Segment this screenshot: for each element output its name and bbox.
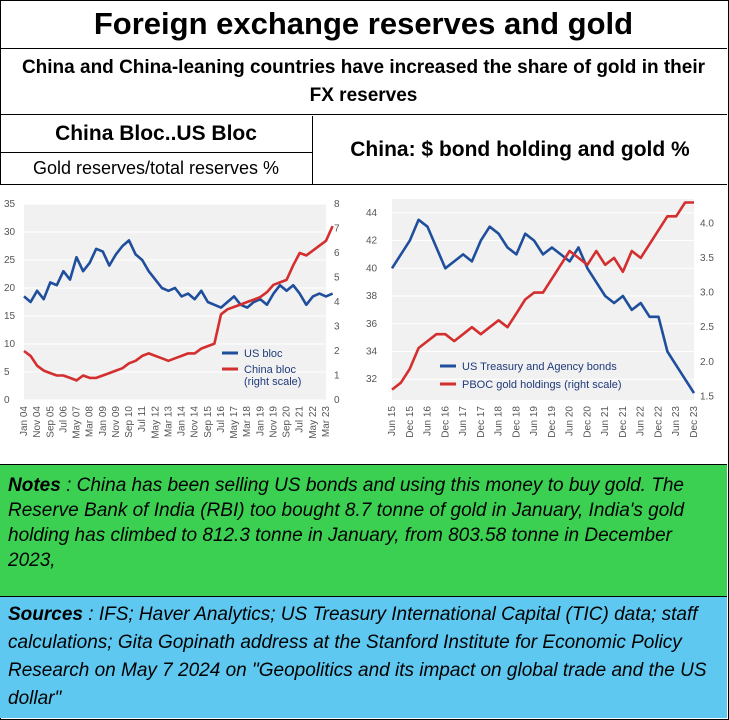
x-tick-label: Jun 22 [636,406,647,436]
x-tick-label: Jun 21 [600,406,611,436]
left-tick-label: 40 [366,263,378,274]
bloc-gold-share-chart: 0 5 10 15 20 25 30 35 0 1 2 3 4 5 6 7 8 Jan 04 Nov 04 Sep 0… [0,185,360,464]
left-tick-label: 38 [366,291,378,302]
x-tick-label: Jan 04 [19,406,30,436]
x-tick-label: Dec 17 [476,406,487,438]
x-tick-label: May 17 [229,406,240,439]
right-tick-label: 1 [334,371,340,382]
x-tick-label: Dec 15 [405,406,416,438]
legend-label: PBOC gold holdings (right scale) [462,379,622,391]
x-tick-label: Sep 15 [203,406,214,438]
left-chart-subtitle: Gold reserves/total reserves % [32,158,280,178]
x-tick-label: Dec 23 [689,406,700,438]
sources-label: Sources [8,604,83,625]
x-tick-label: Jan 14 [177,406,188,436]
x-tick-label: May 07 [72,406,83,439]
x-tick-label: Jan 09 [98,406,109,436]
x-tick-label: Dec 18 [511,406,522,438]
right-tick-label: 3.5 [700,253,714,264]
series-line-a [390,218,696,394]
series-line-b [23,225,334,382]
page-subtitle: China and China-leaning countries have i… [0,49,727,115]
right-tick-label: 1.5 [700,392,714,403]
notes-box: Notes : China has been selling US bonds … [0,464,727,597]
right-chart-title: China: $ bond holding and gold % [313,116,727,185]
x-tick-label: Jul 11 [137,406,148,432]
x-tick-label: Dec 22 [653,406,664,438]
left-tick-label: 0 [4,395,10,406]
right-tick-label: 3.0 [700,288,714,299]
notes-text: : China has been selling US bonds and us… [8,475,685,571]
x-tick-label: Jun 17 [458,406,469,436]
left-chart-header: China Bloc..US Bloc Gold reserves/total … [0,116,313,185]
left-tick-label: 20 [4,283,16,294]
x-tick-label: Jun 19 [529,406,540,436]
x-tick-label: Mar 18 [242,406,253,438]
x-tick-label: Jan 19 [255,406,266,436]
x-tick-label: Nov 14 [190,406,201,438]
sources-box: Sources : IFS; Haver Analytics; US Treas… [0,597,727,718]
x-tick-label: Mar 23 [321,406,332,438]
left-tick-label: 5 [4,367,10,378]
x-tick-label: Jul 16 [216,406,227,433]
x-tick-label: Jun 16 [423,406,434,436]
right-tick-label: 6 [334,248,340,259]
left-tick-label: 44 [366,208,378,219]
left-tick-label: 42 [366,236,378,247]
right-tick-label: 2 [334,346,340,357]
sources-text: : IFS; Haver Analytics; US Treasury Inte… [8,604,707,709]
china-bond-gold-chart: 32 34 36 38 40 42 44 1.5 2.0 2.5 3.0 3.5 4.0 Jun 15 De… [362,185,727,464]
plot-area [24,204,326,400]
left-tick-label: 36 [366,319,378,330]
x-tick-label: Dec 16 [440,406,451,438]
x-tick-label: Dec 21 [618,406,629,438]
x-tick-label: Dec 20 [582,406,593,438]
left-tick-label: 10 [4,339,16,350]
x-tick-label: Sep 20 [282,406,293,438]
right-tick-label: 4.0 [700,218,714,229]
left-tick-label: 30 [4,227,16,238]
right-tick-label: 7 [334,224,340,235]
x-tick-label: Jun 20 [565,406,576,436]
left-tick-label: 15 [4,311,16,322]
legend-label: US Treasury and Agency bonds [462,361,617,373]
x-tick-label: May 12 [150,406,161,439]
left-tick-label: 32 [366,374,378,385]
left-chart-title: China Bloc..US Bloc [0,116,312,153]
page-title: Foreign exchange reserves and gold [0,0,727,49]
x-tick-label: Jul 06 [58,406,69,433]
x-tick-label: Mar 13 [163,406,174,438]
right-tick-label: 2.0 [700,357,714,368]
right-tick-label: 5 [334,273,340,284]
bloc-gold-share-svg: 0 5 10 15 20 25 30 35 0 1 2 3 4 5 6 7 8 Jan 04 Nov 04 Sep 0… [4,199,340,439]
x-tick-label: Nov 19 [268,406,279,438]
left-tick-label: 34 [366,346,378,357]
x-tick-label: Jul 21 [295,406,306,433]
x-tick-label: Jun 18 [494,406,505,436]
right-tick-label: 2.5 [700,322,714,333]
x-tick-label: Jun 15 [387,406,398,436]
x-tick-label: Mar 08 [85,406,96,438]
x-tick-label: Sep 05 [45,406,56,438]
x-tick-label: Sep 10 [124,406,135,438]
legend-sublabel: (right scale) [244,376,301,388]
legend-label: China bloc [244,364,296,376]
left-tick-label: 35 [4,199,16,210]
series-line-b [391,201,694,391]
notes-label: Notes [8,475,61,496]
x-tick-label: Dec 19 [547,406,558,438]
x-tick-label: Jun 23 [671,406,682,436]
china-bond-gold-svg: 32 34 36 38 40 42 44 1.5 2.0 2.5 3.0 3.5 4.0 Jun 15 De… [366,199,714,438]
right-tick-label: 8 [334,199,340,210]
right-tick-label: 4 [334,297,340,308]
right-tick-label: 0 [334,395,340,406]
series-line-a [23,239,334,309]
x-tick-label: May 22 [308,406,319,439]
x-tick-label: Nov 09 [111,406,122,438]
right-tick-label: 3 [334,322,340,333]
x-tick-label: Nov 04 [32,406,43,438]
left-tick-label: 25 [4,255,16,266]
legend-label: US bloc [244,348,283,360]
